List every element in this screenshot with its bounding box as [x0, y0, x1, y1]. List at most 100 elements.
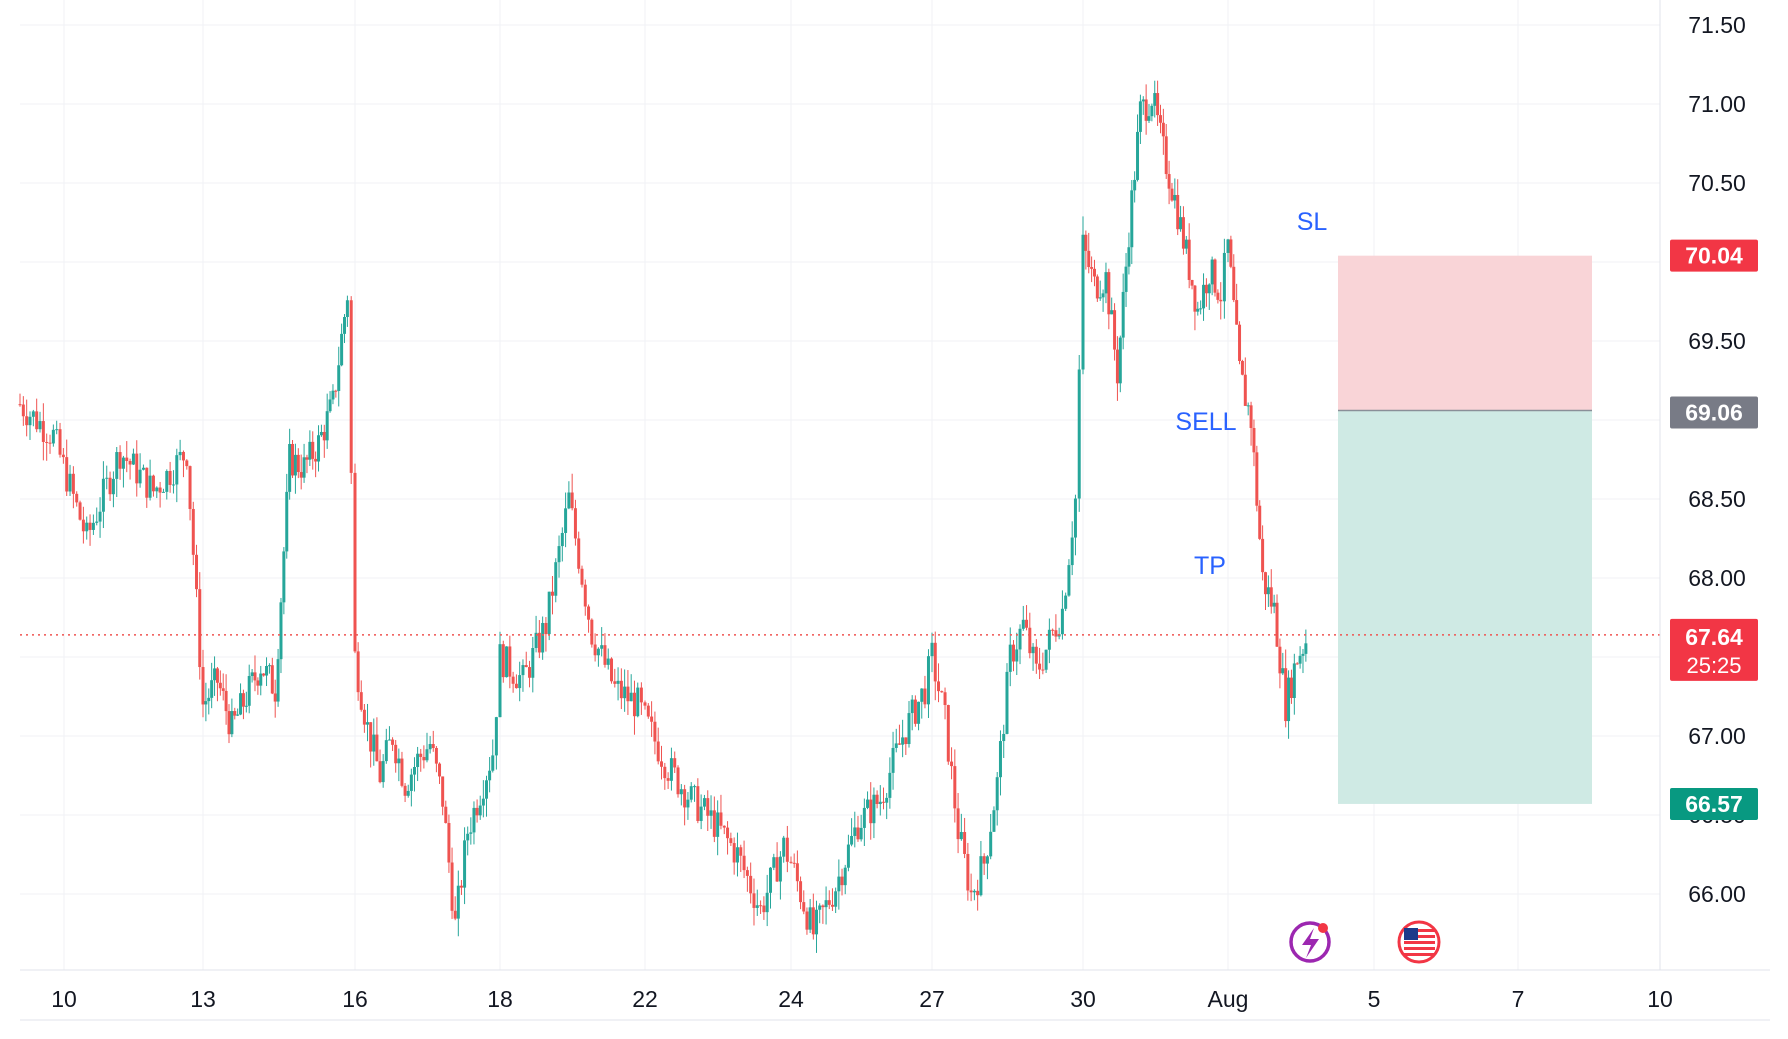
candle: [453, 896, 457, 921]
sl-label: SL: [1297, 208, 1328, 236]
candle: [1196, 301, 1200, 316]
candle: [384, 728, 388, 764]
candle: [250, 668, 254, 683]
event-icons[interactable]: [1289, 920, 1441, 964]
candle: [917, 701, 921, 731]
candle: [128, 458, 132, 480]
candle: [353, 463, 357, 654]
candle: [188, 465, 192, 521]
candle: [966, 842, 970, 901]
candle: [982, 853, 986, 875]
candle: [444, 800, 448, 824]
candle: [1144, 84, 1148, 135]
last-price-badge: 67.64 25:25: [1670, 618, 1758, 681]
y-tick-label: 68.50: [1688, 486, 1746, 512]
candle: [834, 887, 838, 914]
candle: [521, 659, 525, 692]
us-flag-icon[interactable]: [1397, 920, 1441, 964]
candle: [995, 772, 999, 826]
candle: [875, 790, 879, 809]
position-tool[interactable]: [1338, 255, 1592, 804]
candle: [68, 464, 72, 496]
candle: [759, 900, 763, 914]
y-tick-label: 67.00: [1688, 723, 1746, 749]
candle: [554, 558, 558, 603]
candle: [498, 631, 502, 718]
candle: [560, 527, 564, 562]
candle: [1044, 649, 1048, 673]
candle: [478, 795, 482, 820]
candle: [233, 707, 237, 720]
candle: [910, 695, 914, 731]
candle: [1263, 571, 1267, 610]
candle: [204, 682, 208, 722]
candle: [291, 440, 295, 479]
candle: [1213, 258, 1217, 297]
candle: [151, 474, 155, 497]
candle: [331, 384, 335, 405]
candle: [1021, 605, 1025, 631]
candle: [626, 670, 630, 715]
take-profit-zone[interactable]: [1338, 410, 1592, 804]
candle: [466, 826, 470, 856]
x-tick-label: 18: [487, 986, 513, 1012]
candle: [375, 717, 379, 762]
candle: [422, 745, 426, 769]
candle: [1025, 605, 1029, 631]
candle: [148, 459, 152, 501]
candle: [1060, 590, 1064, 640]
entry-price-badge: 69.06: [1670, 396, 1758, 429]
candle: [317, 425, 321, 472]
candle: [366, 703, 370, 742]
candle: [171, 470, 175, 494]
candle: [1275, 594, 1279, 647]
y-tick-label: 68.00: [1688, 565, 1746, 591]
candle: [673, 751, 677, 774]
candle: [61, 448, 65, 464]
candle: [276, 648, 280, 707]
candle: [236, 708, 240, 717]
candle: [660, 745, 664, 780]
candle: [1161, 108, 1165, 155]
candle: [524, 651, 528, 668]
candle: [218, 670, 222, 696]
candle: [1272, 594, 1276, 614]
candle: [1226, 238, 1230, 263]
candle: [679, 784, 683, 806]
candle: [1031, 643, 1035, 671]
candle: [775, 842, 779, 882]
candle: [224, 674, 228, 725]
candle: [712, 796, 716, 843]
candle: [1138, 94, 1142, 144]
candle: [656, 727, 660, 765]
candle: [472, 801, 476, 845]
candle: [979, 840, 983, 897]
candle: [613, 668, 617, 688]
candle: [663, 762, 667, 790]
candle: [593, 633, 597, 662]
x-tick-label: 7: [1512, 986, 1525, 1012]
candle: [872, 787, 876, 839]
candle: [78, 500, 82, 521]
candle: [419, 748, 423, 772]
candle: [447, 814, 451, 873]
candle: [946, 704, 950, 765]
candle: [1243, 357, 1247, 406]
candle: [619, 668, 623, 710]
candle: [600, 627, 604, 657]
candle: [178, 439, 182, 461]
candle: [1133, 171, 1137, 203]
axes[interactable]: 71.5071.0070.5070.0069.5069.0068.5068.00…: [20, 0, 1770, 1012]
candle: [322, 424, 326, 458]
candle: [815, 900, 819, 953]
candle: [1295, 662, 1299, 665]
candle: [81, 506, 85, 544]
candle: [1216, 289, 1220, 304]
stop-loss-zone[interactable]: [1338, 255, 1592, 411]
x-tick-label: 27: [919, 986, 945, 1012]
lightning-event-icon[interactable]: [1289, 921, 1331, 963]
candle: [878, 785, 882, 816]
candle: [508, 635, 512, 689]
